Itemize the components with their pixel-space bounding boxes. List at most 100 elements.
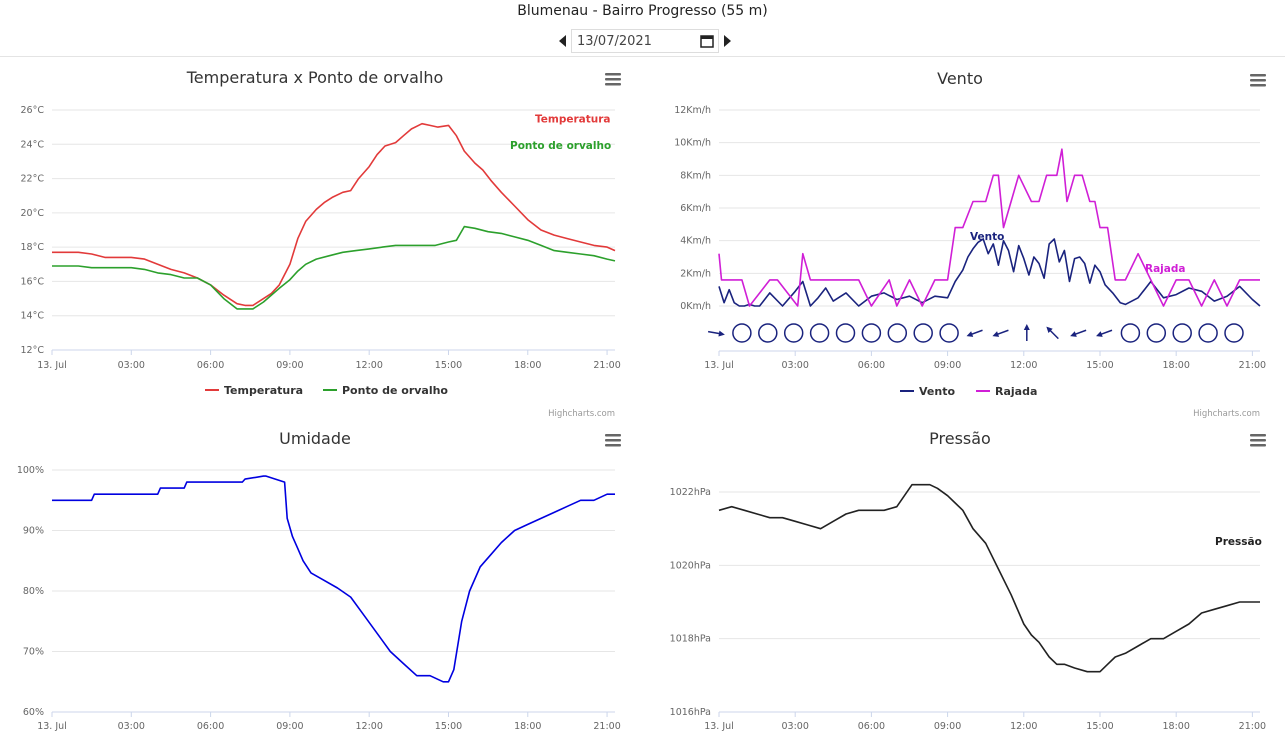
menu-line <box>605 434 621 437</box>
x-tick-label: 09:00 <box>276 360 303 371</box>
previous-day-button[interactable] <box>557 31 569 51</box>
arrow-head <box>718 330 725 337</box>
chart-title: Pressão <box>929 429 991 448</box>
calm-wind-icon <box>783 323 804 343</box>
x-tick-label: 13. Jul <box>704 360 734 371</box>
calm-wind-icon <box>1120 323 1141 343</box>
y-tick-label: 90% <box>23 526 44 537</box>
y-tick-label: 0Km/h <box>680 301 711 312</box>
x-tick-label: 21:00 <box>1239 360 1266 371</box>
chart-title: Vento <box>937 69 983 88</box>
legend-item-1: Temperatura <box>224 384 303 397</box>
series-label: Vento <box>970 231 1004 243</box>
chart-menu-icon[interactable] <box>1250 434 1266 447</box>
menu-line <box>1250 84 1266 87</box>
menu-line <box>605 78 621 81</box>
y-tick-label: 18°C <box>21 242 45 253</box>
x-tick-label: 09:00 <box>934 721 961 732</box>
y-tick-label: 24°C <box>21 139 45 150</box>
arrow-head <box>1096 331 1103 337</box>
chart-menu-icon[interactable] <box>605 434 621 447</box>
y-tick-label: 1022hPa <box>670 487 711 498</box>
x-tick-label: 12:00 <box>355 721 382 732</box>
calm-wind-icon <box>887 323 908 343</box>
series-line-1 <box>52 122 616 307</box>
series-label: Umidade <box>560 422 612 424</box>
y-tick-label: 8Km/h <box>680 170 711 181</box>
y-tick-label: 16°C <box>21 276 45 287</box>
menu-line <box>605 73 621 76</box>
y-tick-label: 2Km/h <box>680 268 711 279</box>
y-tick-label: 80% <box>23 586 44 597</box>
date-value: 13/07/2021 <box>577 33 652 49</box>
wind-direction-icon <box>1096 329 1113 337</box>
calm-wind-icon <box>861 323 882 343</box>
x-tick-label: 21:00 <box>593 721 620 732</box>
wind-direction-icon <box>992 329 1009 337</box>
chart-title: Umidade <box>279 429 351 448</box>
arrow-head <box>1023 324 1030 330</box>
y-tick-label: 20°C <box>21 208 45 219</box>
y-tick-label: 6Km/h <box>680 203 711 214</box>
chart-menu-icon[interactable] <box>1250 74 1266 87</box>
y-tick-label: 60% <box>23 707 44 718</box>
calm-wind-icon <box>835 323 856 343</box>
calm-wind-icon <box>732 323 752 343</box>
x-tick-label: 13. Jul <box>37 721 67 732</box>
chart-pressure: Pressão 1016hPa 1018hPa 1020hPa 1022hPa 13. J… <box>645 422 1285 735</box>
menu-line <box>1250 444 1266 447</box>
x-tick-label: 12:00 <box>1010 360 1037 371</box>
y-tick-label: 10Km/h <box>674 138 711 149</box>
menu-line <box>605 444 621 447</box>
series-line-2 <box>52 225 616 310</box>
y-tick-label: 1020hPa <box>670 560 711 571</box>
x-tick-label: 15:00 <box>1086 360 1113 371</box>
x-tick-label: 13. Jul <box>37 360 67 371</box>
y-tick-label: 14°C <box>21 311 45 322</box>
chart-wind: Vento 0Km/h 2Km/h 4Km/h 6Km/h 8Km/h 10Km/h 12Km… <box>645 60 1285 422</box>
chart-temperature: Temperatura x Ponto de orvalho 12°C 14°C 16… <box>0 60 640 422</box>
x-tick-label: 06:00 <box>858 360 885 371</box>
wind-direction-icon <box>1070 329 1087 337</box>
x-tick-label: 06:00 <box>197 360 224 371</box>
calm-wind-icon <box>913 323 933 343</box>
x-tick-label: 15:00 <box>435 360 462 371</box>
next-day-button[interactable] <box>721 31 733 51</box>
x-tick-label: 03:00 <box>782 721 809 732</box>
date-input[interactable]: 13/07/2021 <box>571 29 719 53</box>
header-divider <box>0 56 1285 57</box>
arrow-head <box>966 331 974 337</box>
menu-line <box>1250 439 1266 442</box>
x-tick-label: 03:00 <box>118 721 145 732</box>
series-line-2 <box>718 148 1260 307</box>
calendar-icon[interactable] <box>700 34 714 48</box>
legend-item-1: Vento <box>919 385 955 398</box>
calm-wind-icon <box>809 323 830 343</box>
series-line-1 <box>52 475 615 683</box>
x-tick-label: 09:00 <box>276 721 303 732</box>
date-navigator: 13/07/2021 <box>557 28 733 54</box>
calm-wind-icon <box>1198 323 1218 343</box>
wind-direction-icon <box>966 329 983 337</box>
chart-menu-icon[interactable] <box>605 73 621 86</box>
triangle-left-icon <box>559 35 566 47</box>
x-tick-label: 18:00 <box>514 721 541 732</box>
menu-line <box>605 439 621 442</box>
wind-direction-icon <box>1046 326 1059 340</box>
y-tick-label: 100% <box>17 465 44 476</box>
x-tick-label: 15:00 <box>1086 721 1113 732</box>
menu-line <box>1250 74 1266 77</box>
series-label: Pressão <box>1215 536 1262 548</box>
x-tick-label: 06:00 <box>197 721 224 732</box>
x-tick-label: 21:00 <box>1239 721 1266 732</box>
x-tick-label: 13. Jul <box>704 721 734 732</box>
highcharts-credit: Highcharts.com <box>1193 409 1260 419</box>
x-tick-label: 12:00 <box>1010 721 1037 732</box>
y-tick-label: 12Km/h <box>674 105 711 116</box>
wind-direction-icon <box>707 330 725 337</box>
x-tick-label: 03:00 <box>782 360 809 371</box>
x-tick-label: 06:00 <box>858 721 885 732</box>
menu-line <box>1250 434 1266 437</box>
calm-wind-icon <box>1224 323 1244 343</box>
series-label: Ponto de orvalho <box>510 140 611 152</box>
